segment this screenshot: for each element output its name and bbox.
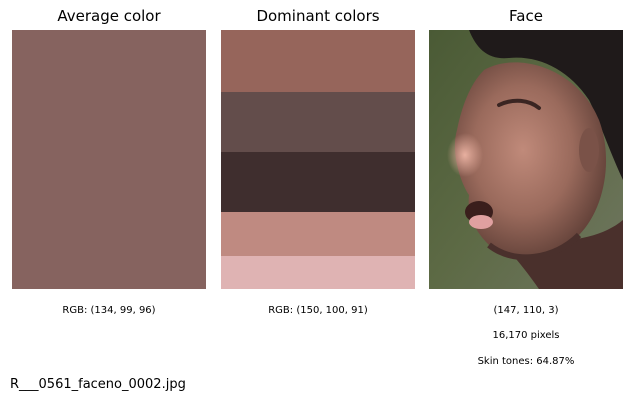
face-image (429, 30, 623, 289)
dominant-color-band (221, 152, 415, 212)
average-color-title: Average color (57, 7, 161, 25)
face-title: Face (509, 7, 543, 25)
face-skin-tones: Skin tones: 64.87% (477, 356, 575, 367)
dominant-colors-rgb-caption: RGB: (150, 100, 91) (268, 305, 368, 316)
dominant-color-band (221, 92, 415, 152)
face-pixel-count: 16,170 pixels (492, 330, 560, 341)
average-color-swatch (12, 30, 206, 289)
dominant-colors-stack (221, 30, 415, 289)
face-rgb-caption: (147, 110, 3) (493, 305, 559, 316)
dominant-colors-title: Dominant colors (256, 7, 380, 25)
average-color-rgb-caption: RGB: (134, 99, 96) (62, 305, 156, 316)
dominant-color-band (221, 212, 415, 256)
dominant-color-band (221, 256, 415, 289)
image-filename: R___0561_faceno_0002.jpg (10, 377, 186, 392)
dominant-color-band (221, 30, 415, 92)
